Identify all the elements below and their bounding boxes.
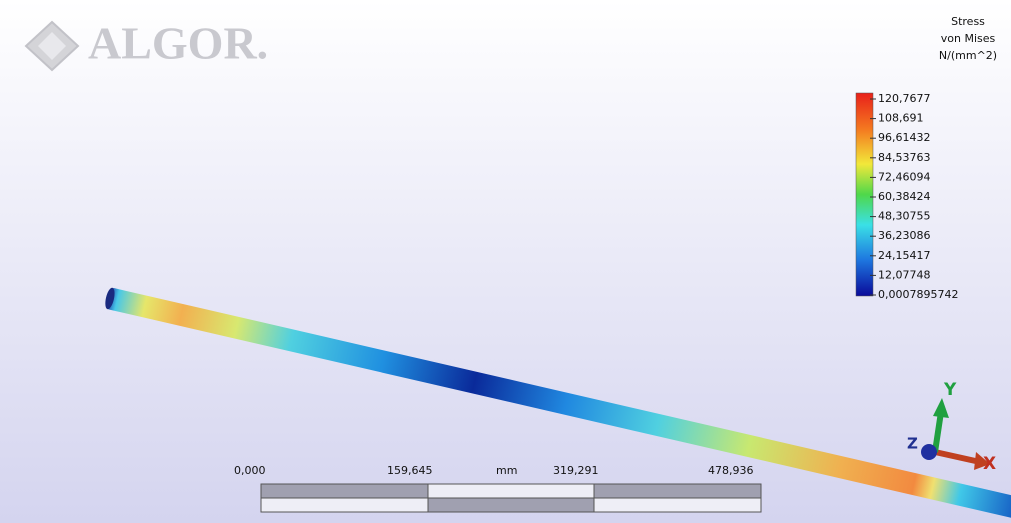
legend-label: 12,07748 [878, 268, 931, 281]
legend-label: 120,7677 [878, 92, 931, 105]
scale-label: 478,936 [708, 464, 754, 477]
legend-label: 108,691 [878, 112, 924, 125]
legend-title: N/(mm^2) [939, 49, 997, 62]
legend-label: 24,15417 [878, 249, 931, 262]
legend-label: 84,53763 [878, 151, 931, 164]
axis-label: Z [907, 435, 918, 453]
axis-label: X [983, 454, 996, 474]
legend-label: 96,61432 [878, 131, 931, 144]
legend-label: 36,23086 [878, 229, 931, 242]
legend-title: von Mises [941, 32, 996, 45]
scale-label: 319,291 [553, 464, 599, 477]
legend-label: 60,38424 [878, 190, 931, 203]
color-bar [856, 93, 873, 296]
legend-label: 72,46094 [878, 170, 931, 183]
logo-text: ALGOR. [88, 18, 268, 69]
legend-label: 0,0007895742 [878, 288, 958, 301]
viewport: ALGOR. Stress von Mises N/(mm^2) 120,7677 10… [0, 0, 1011, 523]
page: ALGOR. Stress von Mises N/(mm^2) 120,7677 10… [0, 0, 1011, 523]
scale-unit: mm [496, 464, 517, 477]
legend-title: Stress [951, 15, 985, 28]
axis-label: Y [943, 380, 957, 400]
scale-label: 159,645 [387, 464, 433, 477]
scale-label: 0,000 [234, 464, 266, 477]
legend-label: 48,30755 [878, 210, 931, 223]
